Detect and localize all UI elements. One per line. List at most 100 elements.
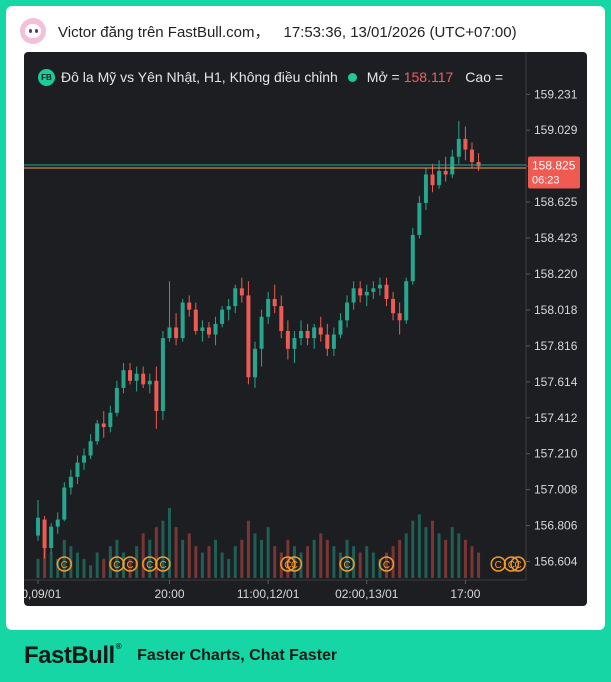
- x-tick-label: 02:00,13/01: [335, 587, 399, 601]
- volume-bar: [154, 527, 158, 578]
- candle-body: [272, 298, 277, 307]
- candle-body: [259, 316, 264, 349]
- candle-body: [469, 149, 474, 163]
- post-card: Victor đăng trên FastBull.com， 17:53:36, …: [6, 6, 605, 630]
- volume-bar: [168, 508, 172, 578]
- event-marker-label: C: [61, 560, 68, 571]
- candle-body: [220, 309, 225, 324]
- countdown-label: 06:23: [532, 174, 560, 186]
- event-marker-icon: [280, 556, 296, 572]
- last-price-badge: [528, 156, 580, 189]
- volume-bar: [82, 558, 86, 578]
- last-price-label: 158.825: [532, 158, 576, 172]
- event-marker-icon: [122, 556, 138, 572]
- volume-bar: [431, 520, 435, 578]
- avatar-face: [25, 24, 41, 38]
- candle-body: [226, 306, 231, 310]
- volume-bar: [260, 539, 264, 578]
- candle-body: [154, 380, 159, 412]
- volume-bar: [371, 552, 375, 578]
- candle-body: [246, 295, 251, 378]
- volume-bar: [398, 539, 402, 578]
- volume-bar: [266, 527, 270, 578]
- volume-bar: [437, 533, 441, 578]
- y-tick-label: 157.816: [534, 339, 578, 353]
- candle-body: [239, 288, 244, 296]
- y-tick-label: 157.210: [534, 447, 578, 461]
- volume-bar: [56, 558, 60, 578]
- candle-body: [292, 338, 297, 349]
- volume-bar: [253, 533, 257, 578]
- candle-body: [384, 284, 389, 299]
- candle-body: [397, 313, 402, 321]
- candle-body: [364, 291, 369, 296]
- candle-body: [187, 302, 192, 310]
- candle-body: [174, 327, 179, 339]
- chart-panel[interactable]: 159.231159.029158.827158.625158.423158.2…: [24, 52, 587, 606]
- y-tick-label: 158.018: [534, 303, 578, 317]
- footer: FastBull® Faster Charts, Chat Faster: [0, 630, 611, 682]
- open-label: Mở =: [366, 69, 400, 85]
- market-status-dot-icon: [347, 72, 357, 82]
- volume-bar: [312, 539, 316, 578]
- x-tick-label: 00,09/01: [24, 587, 62, 601]
- candle-body: [443, 170, 448, 175]
- candle-body: [101, 423, 106, 428]
- post-header: Victor đăng trên FastBull.com， 17:53:36, …: [20, 16, 517, 46]
- volume-bar: [128, 558, 132, 578]
- candle-body: [49, 526, 54, 548]
- volume-bar: [187, 533, 191, 578]
- candle-body: [358, 288, 363, 296]
- y-tick-label: 159.029: [534, 123, 578, 137]
- event-marker-icon: [339, 556, 355, 572]
- open-value: 158.117: [403, 69, 454, 85]
- candle-body: [266, 298, 271, 317]
- candle-body: [325, 334, 330, 349]
- post-timestamp: 17:53:36, 13/01/2026 (UTC+07:00): [283, 23, 517, 41]
- volume-bar: [200, 552, 204, 578]
- candle-body: [345, 302, 350, 321]
- candle-body: [338, 320, 343, 335]
- y-tick-label: 157.412: [534, 411, 578, 425]
- event-marker-label: C: [343, 560, 350, 571]
- event-marker-label: C: [495, 560, 502, 571]
- volume-bar: [411, 520, 415, 578]
- volume-bar: [95, 552, 99, 578]
- volume-bar: [463, 539, 467, 578]
- volume-bar: [306, 546, 310, 578]
- candle-body: [108, 412, 113, 428]
- candle-body: [160, 338, 165, 412]
- candle-body: [285, 331, 290, 349]
- candle-body: [82, 455, 87, 463]
- registered-mark: ®: [115, 642, 122, 651]
- avatar[interactable]: [20, 18, 46, 44]
- volume-bar: [319, 533, 323, 578]
- volume-bar: [115, 539, 119, 578]
- volume-bar: [194, 546, 198, 578]
- candle-body: [476, 162, 481, 167]
- event-marker-label: C: [126, 560, 133, 571]
- candle-body: [391, 298, 396, 314]
- candle-body: [450, 156, 455, 175]
- chart-legend: FB Đô la Mỹ vs Yên Nhật, H1, Không điều …: [38, 66, 503, 88]
- y-tick-label: 158.423: [534, 231, 578, 245]
- candle-body: [167, 327, 172, 339]
- avatar-eye-left: [29, 29, 32, 33]
- y-tick-label: 156.604: [534, 555, 578, 569]
- candle-body: [351, 288, 356, 303]
- candle-body: [305, 331, 310, 339]
- volume-bar: [148, 539, 152, 578]
- volume-bar: [207, 546, 211, 578]
- candlestick-chart[interactable]: 159.231159.029158.827158.625158.423158.2…: [24, 52, 587, 606]
- volume-bar: [384, 552, 388, 578]
- candle-body: [180, 302, 185, 339]
- volume-bar: [325, 539, 329, 578]
- volume-bar: [450, 527, 454, 578]
- volume-bar: [240, 539, 244, 578]
- y-tick-label: 158.220: [534, 267, 578, 281]
- x-tick-label: 17:00: [450, 587, 480, 601]
- candle-body: [95, 423, 100, 442]
- y-tick-label: 157.614: [534, 375, 578, 389]
- fastbull-logo[interactable]: FastBull®: [24, 642, 122, 670]
- volume-bar: [444, 539, 448, 578]
